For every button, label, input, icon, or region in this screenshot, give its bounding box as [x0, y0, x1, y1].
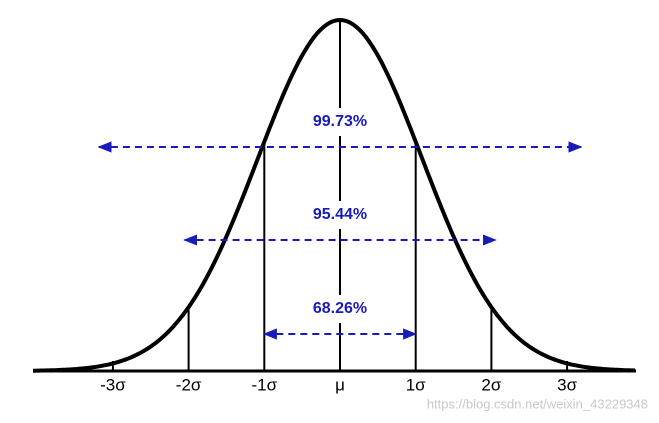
- interval-label: 99.73%: [313, 113, 367, 130]
- watermark: https://blog.csdn.net/weixin_43229348: [427, 396, 648, 411]
- sigma-label: 3σ: [557, 375, 577, 394]
- sigma-label: -1σ: [251, 375, 277, 394]
- interval-label: 68.26%: [313, 300, 367, 317]
- interval-label: 95.44%: [313, 206, 367, 223]
- sigma-label: μ: [335, 375, 345, 394]
- bell-curve: [33, 18, 636, 373]
- sigma-label: 2σ: [481, 375, 501, 394]
- sigma-label: 1σ: [406, 375, 426, 394]
- sigma-label: -3σ: [100, 375, 126, 394]
- sigma-label: -2σ: [176, 375, 202, 394]
